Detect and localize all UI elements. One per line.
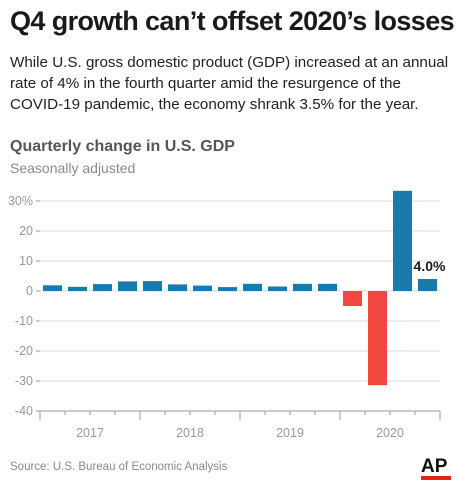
bar-2020-q2	[368, 291, 387, 386]
bars	[43, 190, 437, 386]
value-annotation: 4.0%	[414, 258, 446, 274]
chart-title: Quarterly change in U.S. GDP	[10, 138, 235, 155]
y-tick-label: 0	[26, 284, 33, 298]
y-axis-labels: 30% 20 10 0 -10 -20 -30 -40	[8, 194, 40, 418]
x-year-label: 2019	[276, 426, 304, 440]
x-axis: 2017 2018 2019 2020	[39, 410, 441, 440]
bar-2017-q2	[68, 286, 87, 291]
bar-2019-q4	[318, 283, 337, 291]
ap-logo: AP	[421, 456, 451, 480]
y-tick-label: -10	[15, 314, 33, 328]
bar-2020-q4	[418, 279, 437, 291]
x-year-label: 2018	[176, 426, 204, 440]
bar-2018-q3	[193, 285, 212, 291]
x-year-label: 2017	[76, 426, 104, 440]
bar-2019-q1	[243, 283, 262, 291]
y-tick-label: 10	[19, 254, 33, 268]
chart-subtitle: Seasonally adjusted	[10, 160, 136, 176]
y-tick-label: -30	[15, 374, 33, 388]
y-tick-label: -20	[15, 344, 33, 358]
bar-2020-q1	[343, 291, 362, 306]
bar-2018-q1	[143, 281, 162, 291]
headline: Q4 growth can’t offset 2020’s losses	[10, 6, 455, 36]
x-year-label: 2020	[376, 426, 404, 440]
y-tick-label: 30%	[8, 194, 33, 208]
ap-logo-bar	[421, 476, 451, 480]
y-tick-label: 20	[19, 224, 33, 238]
bar-2020-q3	[393, 190, 412, 291]
bar-2018-q2	[168, 284, 187, 291]
bar-2018-q4	[218, 287, 237, 291]
gdp-bar-chart: 30% 20 10 0 -10 -20 -30 -40 2017 2018 2019 2020 4.…	[8, 190, 446, 440]
bar-2017-q4	[118, 281, 137, 291]
intro-text: While U.S. gross domestic product (GDP) …	[10, 54, 449, 113]
ap-logo-text: AP	[421, 456, 448, 477]
bar-2017-q3	[93, 284, 112, 291]
annotations: 4.0%	[414, 258, 446, 274]
bar-2017-q1	[43, 285, 62, 291]
bar-2019-q3	[293, 283, 312, 291]
bar-2019-q2	[268, 286, 287, 291]
y-tick-label: -40	[15, 404, 33, 418]
source-note: Source: U.S. Bureau of Economic Analysis	[10, 461, 228, 473]
